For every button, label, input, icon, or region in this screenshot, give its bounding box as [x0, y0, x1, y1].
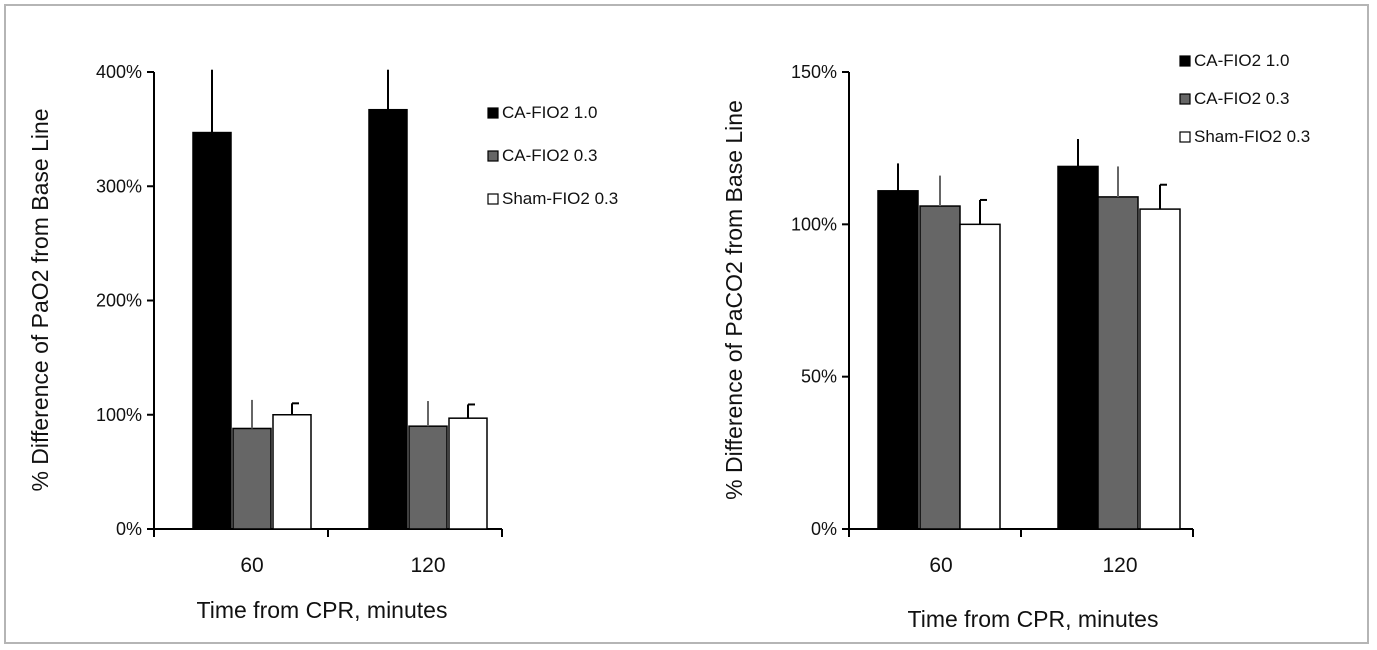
legend-label: Sham-FIO2 0.3 [1194, 127, 1310, 146]
legend-label: CA-FIO2 0.3 [502, 146, 597, 165]
legend-swatch [1179, 55, 1191, 67]
legend-swatch [487, 193, 499, 205]
x-axis-label: Time from CPR, minutes [908, 606, 1159, 632]
x-axis-label: Time from CPR, minutes [197, 597, 448, 623]
legend-label: CA-FIO2 1.0 [502, 103, 597, 122]
y-axis-label: % Difference of PaO2 from Base Line [27, 108, 53, 491]
y-tick-label: 0% [811, 519, 837, 539]
bar [272, 414, 312, 530]
legend-swatch [1179, 131, 1191, 143]
y-axis-label: % Difference of PaCO2 from Base Line [721, 100, 747, 500]
y-tick-label: 150% [791, 62, 837, 82]
y-tick-label: 100% [791, 214, 837, 234]
bar [192, 131, 232, 530]
legend-swatch [487, 150, 499, 162]
bar [959, 223, 1001, 530]
bar [919, 205, 961, 530]
legend-swatch [487, 107, 499, 119]
bar [877, 190, 919, 530]
bar [232, 427, 272, 530]
x-tick-label: 120 [410, 554, 445, 577]
y-tick-label: 300% [96, 176, 142, 196]
legend-label: Sham-FIO2 0.3 [502, 189, 618, 208]
x-tick-label: 60 [929, 554, 952, 577]
y-tick-label: 50% [801, 367, 837, 387]
y-tick-label: 100% [96, 405, 142, 425]
x-tick-label: 60 [240, 554, 263, 577]
legend-label: CA-FIO2 0.3 [1194, 89, 1289, 108]
legend-label: CA-FIO2 1.0 [1194, 51, 1289, 70]
bar [1057, 165, 1099, 530]
y-tick-label: 200% [96, 291, 142, 311]
bar [1097, 196, 1139, 530]
x-tick-label: 120 [1102, 554, 1137, 577]
bar [408, 425, 448, 530]
bar [448, 417, 488, 530]
y-tick-label: 400% [96, 62, 142, 82]
bar [368, 108, 408, 530]
bar [1139, 208, 1181, 530]
legend-swatch [1179, 93, 1191, 105]
y-tick-label: 0% [116, 519, 142, 539]
